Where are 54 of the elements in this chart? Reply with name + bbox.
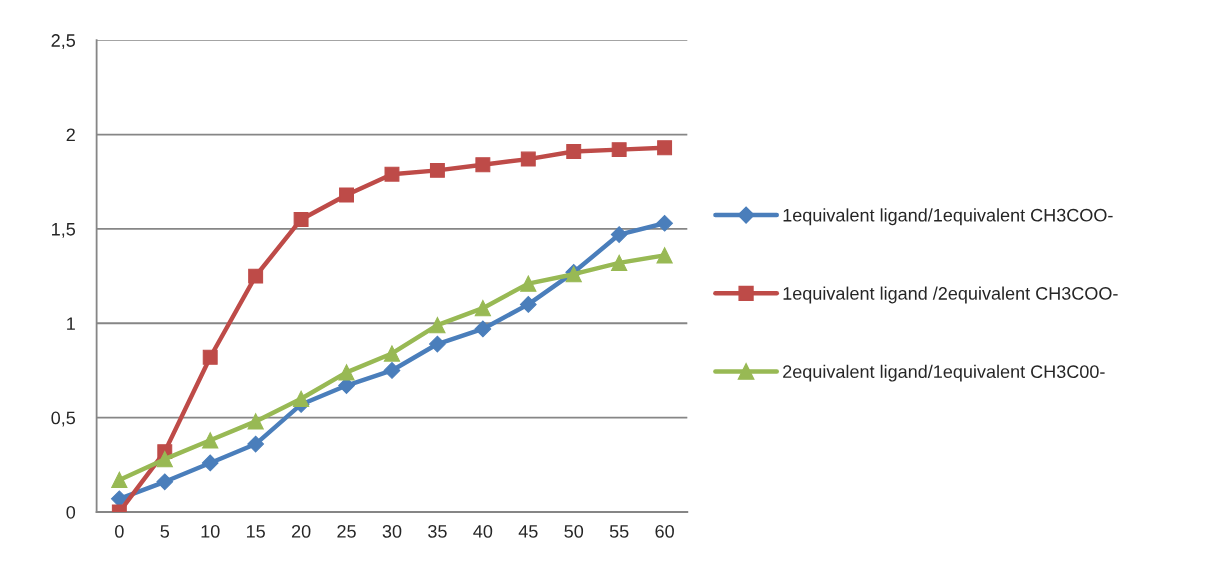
point [474, 320, 492, 338]
point [156, 451, 173, 468]
y-tick-label: 2 [66, 128, 75, 142]
x-tick-label: 50 [564, 524, 584, 538]
point [475, 157, 491, 173]
x-tick-label: 60 [655, 524, 674, 538]
legend-label: 2equivalent ligand/1equivalent CH3C00- [783, 364, 1105, 382]
x-tick-label: 25 [337, 524, 356, 538]
y-tick-label: 1 [67, 317, 75, 330]
point [383, 345, 401, 362]
point [520, 151, 536, 167]
point [338, 364, 355, 381]
y-tick-label: 2,5 [51, 34, 76, 50]
x-tick-label: 20 [291, 524, 311, 538]
point [383, 362, 401, 379]
point [610, 226, 628, 243]
point [201, 454, 219, 472]
x-tick-label: 40 [473, 524, 493, 538]
x-tick-label: 15 [246, 525, 265, 538]
point [292, 390, 310, 407]
x-tick-label: 10 [201, 524, 220, 538]
y-tick-label: 1,5 [52, 223, 76, 238]
point [520, 275, 537, 292]
point [384, 166, 400, 182]
legend-label: 1equivalent ligand/1equivalent CH3COO- [783, 208, 1113, 226]
x-tick-label: 0 [115, 524, 124, 538]
point [474, 300, 492, 317]
x-tick-label: 55 [609, 525, 629, 538]
y-tick-label: 0 [66, 505, 76, 519]
point [202, 432, 219, 449]
point [248, 268, 264, 284]
point [519, 296, 537, 313]
point [156, 473, 174, 491]
point [611, 254, 628, 272]
x-tick-label: 30 [382, 524, 402, 538]
point [202, 349, 218, 365]
point [339, 187, 354, 203]
point [429, 335, 446, 353]
point [656, 247, 673, 264]
point [611, 142, 627, 158]
legend-label: 1equivalent ligand /2equivalent CH3COO- [783, 286, 1118, 304]
x-tick-label: 35 [428, 524, 447, 538]
point [429, 317, 446, 334]
x-tick-label: 45 [518, 525, 538, 538]
point [566, 144, 582, 159]
point [657, 140, 673, 156]
y-tick-label: 0,5 [51, 411, 76, 427]
point [429, 162, 445, 178]
point [293, 212, 309, 227]
point [247, 435, 265, 453]
point [111, 471, 128, 489]
point [247, 413, 264, 430]
x-tick-label: 5 [160, 525, 170, 538]
point [656, 214, 673, 232]
